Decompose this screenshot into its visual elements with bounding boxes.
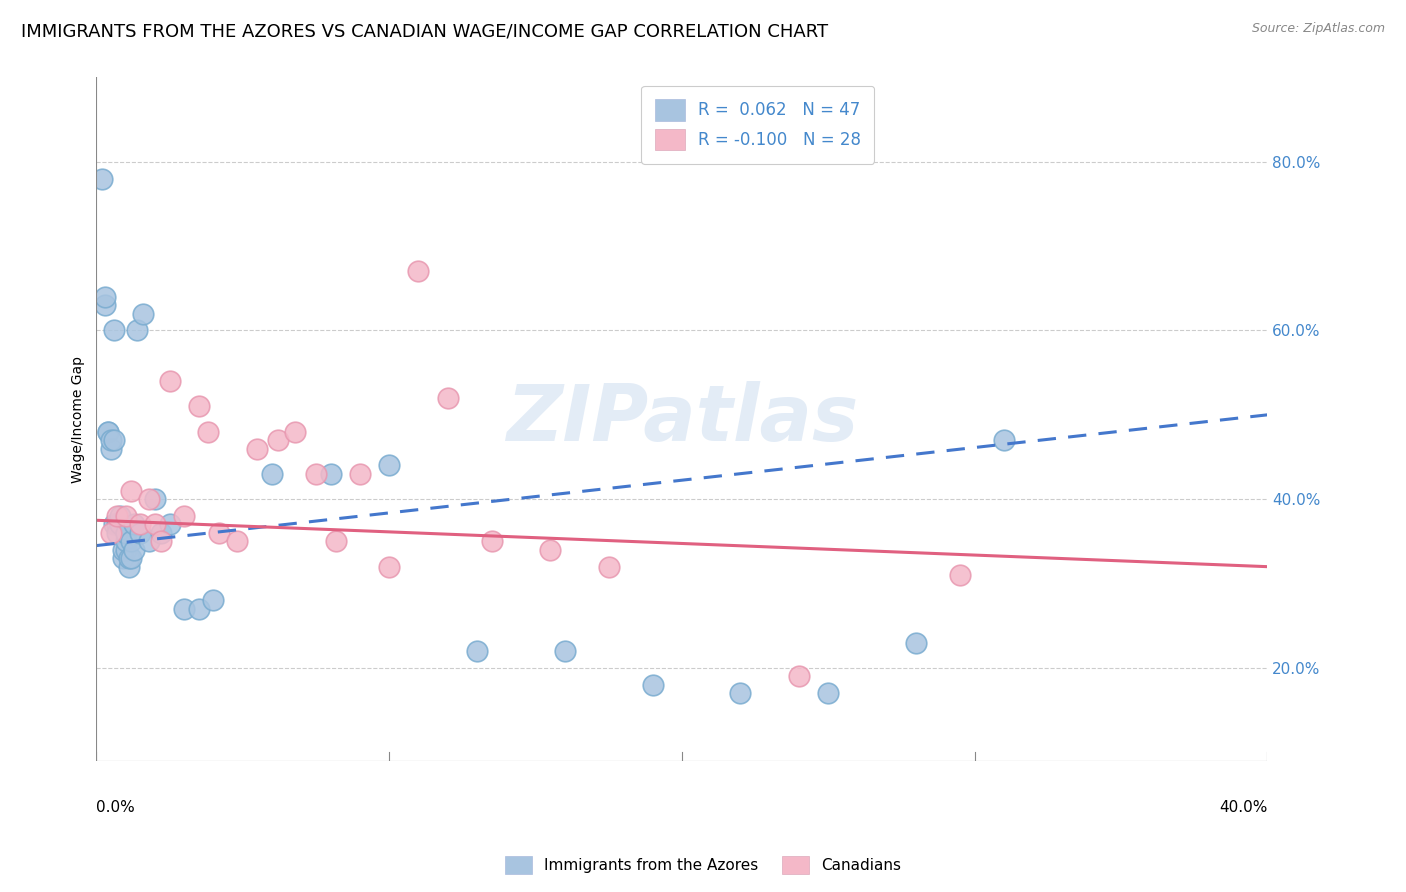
Point xyxy=(138,534,160,549)
Point xyxy=(100,433,122,447)
Text: Source: ZipAtlas.com: Source: ZipAtlas.com xyxy=(1251,22,1385,36)
Point xyxy=(108,517,131,532)
Point xyxy=(267,433,290,447)
Point xyxy=(641,678,664,692)
Point xyxy=(246,442,269,456)
Point xyxy=(91,171,114,186)
Text: IMMIGRANTS FROM THE AZORES VS CANADIAN WAGE/INCOME GAP CORRELATION CHART: IMMIGRANTS FROM THE AZORES VS CANADIAN W… xyxy=(21,22,828,40)
Point xyxy=(817,686,839,700)
Point xyxy=(993,433,1015,447)
Point xyxy=(349,467,371,481)
Point xyxy=(481,534,503,549)
Point xyxy=(284,425,307,439)
Point xyxy=(103,324,125,338)
Point xyxy=(94,290,117,304)
Point xyxy=(187,602,209,616)
Text: ZIPatlas: ZIPatlas xyxy=(506,381,858,457)
Text: 40.0%: 40.0% xyxy=(1219,799,1267,814)
Point xyxy=(159,374,181,388)
Point xyxy=(730,686,752,700)
Point xyxy=(554,644,576,658)
Point xyxy=(787,669,810,683)
Point xyxy=(465,644,488,658)
Point xyxy=(111,542,134,557)
Point xyxy=(103,517,125,532)
Point xyxy=(408,264,430,278)
Point xyxy=(97,425,120,439)
Point xyxy=(949,568,972,582)
Point xyxy=(378,458,401,473)
Point xyxy=(103,433,125,447)
Point xyxy=(121,483,143,498)
Point xyxy=(143,517,166,532)
Point xyxy=(149,534,172,549)
Point xyxy=(202,593,225,607)
Point xyxy=(173,602,195,616)
Point xyxy=(378,559,401,574)
Point xyxy=(260,467,283,481)
Point xyxy=(105,525,128,540)
Point xyxy=(173,509,195,524)
Point xyxy=(127,324,149,338)
Point xyxy=(105,517,128,532)
Point xyxy=(187,400,209,414)
Point xyxy=(538,542,561,557)
Point xyxy=(121,551,143,566)
Point xyxy=(111,551,134,566)
Point xyxy=(436,391,458,405)
Point xyxy=(114,534,136,549)
Point xyxy=(598,559,620,574)
Text: 0.0%: 0.0% xyxy=(97,799,135,814)
Point xyxy=(305,467,328,481)
Point xyxy=(114,542,136,557)
Point xyxy=(129,517,152,532)
Point xyxy=(117,551,139,566)
Point xyxy=(149,525,172,540)
Point xyxy=(121,534,143,549)
Point xyxy=(905,635,928,649)
Point xyxy=(108,517,131,532)
Point xyxy=(132,307,155,321)
Point xyxy=(105,509,128,524)
Legend: R =  0.062   N = 47, R = -0.100   N = 28: R = 0.062 N = 47, R = -0.100 N = 28 xyxy=(641,86,875,163)
Y-axis label: Wage/Income Gap: Wage/Income Gap xyxy=(72,356,86,483)
Point xyxy=(94,298,117,312)
Point xyxy=(325,534,347,549)
Point xyxy=(208,525,231,540)
Point xyxy=(100,525,122,540)
Point xyxy=(114,525,136,540)
Point xyxy=(117,559,139,574)
Point xyxy=(108,509,131,524)
Point xyxy=(129,525,152,540)
Point xyxy=(319,467,342,481)
Point xyxy=(114,525,136,540)
Point xyxy=(143,492,166,507)
Point xyxy=(197,425,219,439)
Point xyxy=(225,534,247,549)
Point xyxy=(159,517,181,532)
Point xyxy=(97,425,120,439)
Point xyxy=(124,517,146,532)
Legend: Immigrants from the Azores, Canadians: Immigrants from the Azores, Canadians xyxy=(499,850,907,880)
Point xyxy=(114,509,136,524)
Point xyxy=(124,542,146,557)
Point xyxy=(138,492,160,507)
Point xyxy=(100,442,122,456)
